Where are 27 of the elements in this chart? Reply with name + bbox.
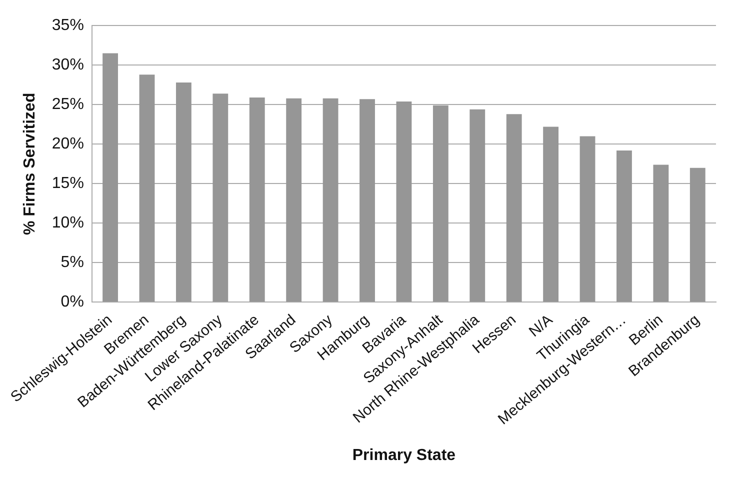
y-tick-label: 25% <box>52 96 84 114</box>
bar <box>543 126 559 302</box>
y-tick-label: 0% <box>60 294 84 311</box>
bar <box>286 98 302 302</box>
bar <box>176 82 192 302</box>
y-tick-label: 20% <box>52 136 84 153</box>
bar <box>616 150 632 302</box>
bar <box>506 114 522 302</box>
y-tick-label: 30% <box>52 56 84 74</box>
bar <box>102 53 118 302</box>
bar <box>322 98 338 302</box>
bar <box>249 98 265 302</box>
bar <box>690 168 706 302</box>
bar <box>212 94 228 302</box>
y-tick-label: 15% <box>52 175 84 192</box>
x-axis-title: Primary State <box>352 446 456 464</box>
bar <box>653 164 669 302</box>
bar <box>580 136 596 302</box>
y-tick-label: 5% <box>60 254 84 272</box>
y-tick-label: 35% <box>52 17 84 34</box>
bar <box>432 105 448 302</box>
bar <box>396 101 412 302</box>
y-tick-label: 10% <box>52 214 84 232</box>
bar <box>139 74 155 302</box>
bar <box>360 99 375 302</box>
y-axis-title: % Firms Servitized <box>22 92 39 236</box>
bar <box>470 109 486 302</box>
